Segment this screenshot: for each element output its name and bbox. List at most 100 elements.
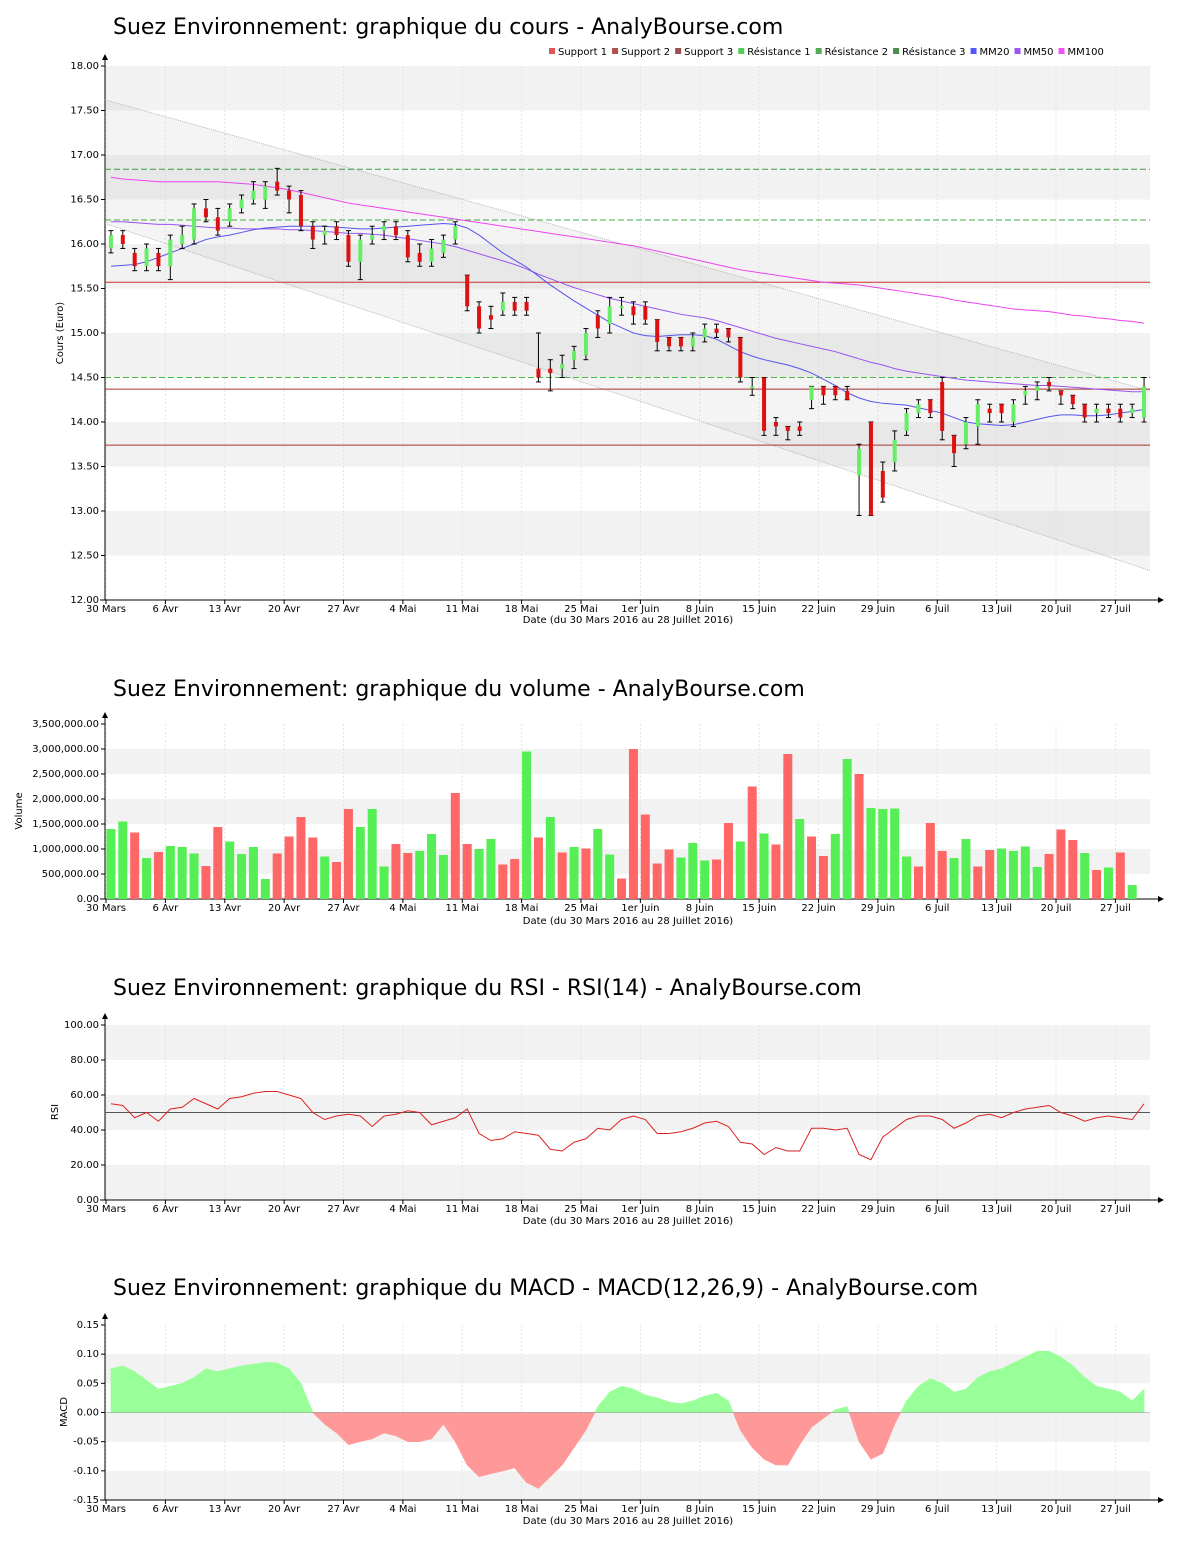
volume-x-tick-label: 4 Mai [389, 903, 416, 914]
macd-area-positive [170, 1382, 183, 1413]
rsi-x-tick-label: 20 Avr [268, 1204, 301, 1215]
legend-label: Support 2 [621, 47, 670, 58]
macd-area-negative [360, 1412, 373, 1443]
macd-y-tick-label: -0.15 [73, 1495, 99, 1506]
macd-x-tick-label: 30 Mars [86, 1504, 126, 1515]
rsi-grid-band [105, 1025, 1150, 1060]
volume-bar [997, 848, 1007, 899]
price-x-tick-label: 6 Juil [925, 604, 949, 615]
volume-bar [1103, 867, 1113, 899]
rsi-x-tick-label: 4 Mai [389, 1204, 416, 1215]
volume-bar [925, 823, 935, 899]
macd-area-positive [989, 1368, 1002, 1413]
macd-area-positive [1060, 1356, 1074, 1413]
candle-body [714, 328, 719, 333]
rsi-grid-band [105, 1165, 1150, 1200]
price-y-tick-label: 13.50 [70, 462, 99, 473]
legend-swatch [893, 48, 900, 54]
candle-body [952, 435, 957, 454]
legend-item: Support 3 [675, 47, 733, 58]
macd-area-positive [594, 1406, 599, 1413]
price-x-axis-arrow [1158, 597, 1164, 603]
candle-body [370, 235, 375, 240]
macd-area-positive [1131, 1388, 1145, 1413]
volume-bar [225, 841, 235, 899]
macd-area-positive [704, 1392, 717, 1413]
macd-x-tick-label: 8 Juin [686, 1504, 714, 1515]
volume-bar [652, 863, 662, 899]
volume-bar [486, 839, 496, 899]
macd-area-negative [383, 1412, 397, 1437]
candle-body [868, 422, 873, 516]
volume-x-tick-label: 11 Mai [446, 903, 479, 914]
price-x-tick-label: 8 Juin [686, 604, 714, 615]
macd-area-negative [502, 1412, 515, 1472]
macd-grid-band [105, 1412, 1150, 1442]
price-x-tick-label: 4 Mai [389, 604, 416, 615]
volume-bar [379, 866, 389, 899]
candle-body [595, 315, 600, 329]
volume-bar [807, 836, 817, 899]
price-x-tick-label: 11 Mai [446, 604, 479, 615]
candle-body [417, 252, 422, 262]
rsi-x-tick-label: 13 Avr [209, 1204, 242, 1215]
volume-bar [237, 854, 247, 899]
macd-area-positive [830, 1408, 836, 1413]
volume-x-tick-label: 13 Avr [209, 903, 242, 914]
legend-label: MM100 [1068, 47, 1104, 58]
candle-body [1058, 390, 1063, 396]
price-y-tick-label: 16.00 [70, 239, 99, 250]
macd-area-positive [1036, 1350, 1050, 1413]
macd-area-positive [205, 1368, 219, 1413]
rsi-x-tick-label: 11 Mai [446, 1204, 479, 1215]
volume-bar [557, 852, 567, 899]
candle-body [298, 195, 303, 227]
macd-y-tick-label: -0.05 [73, 1437, 99, 1448]
volume-y-tick-label: 3,500,000.00 [32, 719, 99, 730]
macd-area-negative [348, 1412, 361, 1445]
legend-swatch [612, 48, 619, 54]
volume-x-tick-label: 29 Juin [861, 903, 895, 914]
macd-area-positive [930, 1378, 943, 1413]
price-y-tick-label: 14.00 [70, 417, 99, 428]
volume-bar [902, 856, 912, 899]
volume-bar [1008, 851, 1018, 899]
price-grid-band [105, 244, 1150, 289]
macd-area-positive [692, 1395, 705, 1413]
candle-body [453, 226, 458, 240]
legend-label: Support 3 [684, 47, 733, 58]
legend-label: Résistance 2 [825, 46, 888, 58]
price-grid-band [105, 333, 1150, 378]
macd-area-negative [573, 1412, 587, 1449]
rsi-x-tick-label: 30 Mars [86, 1204, 126, 1215]
volume-y-tick-label: 3,000,000.00 [32, 744, 99, 755]
candle-body [1106, 408, 1111, 414]
candle-body [1130, 408, 1135, 414]
price-y-tick-label: 12.00 [70, 595, 99, 606]
macd-x-tick-label: 27 Avr [327, 1504, 360, 1515]
macd-area-positive [633, 1388, 646, 1413]
macd-area-positive [680, 1400, 694, 1413]
price-y-axis-arrow [102, 54, 108, 60]
legend-swatch [1058, 48, 1065, 54]
volume-grid-band [105, 749, 1150, 774]
candle-body [690, 337, 695, 347]
volume-bar [165, 846, 175, 899]
volume-bar [498, 864, 508, 899]
volume-bar [830, 834, 840, 899]
macd-x-tick-label: 25 Mai [564, 1504, 597, 1515]
candle-body [287, 190, 292, 200]
volume-bar [153, 852, 163, 899]
rsi-x-tick-label: 15 Juin [742, 1204, 776, 1215]
macd-y-axis-arrow [102, 1313, 108, 1319]
macd-area-positive [716, 1392, 729, 1413]
volume-bar [118, 821, 128, 899]
macd-x-tick-label: 27 Juil [1100, 1504, 1131, 1515]
volume-bar [201, 866, 211, 899]
macd-y-tick-label: -0.10 [73, 1466, 99, 1477]
volume-bar [735, 841, 745, 899]
macd-area-negative [870, 1412, 884, 1460]
candle-body [251, 190, 256, 200]
volume-bar [890, 808, 900, 899]
rsi-x-tick-label: 29 Juin [861, 1204, 895, 1215]
